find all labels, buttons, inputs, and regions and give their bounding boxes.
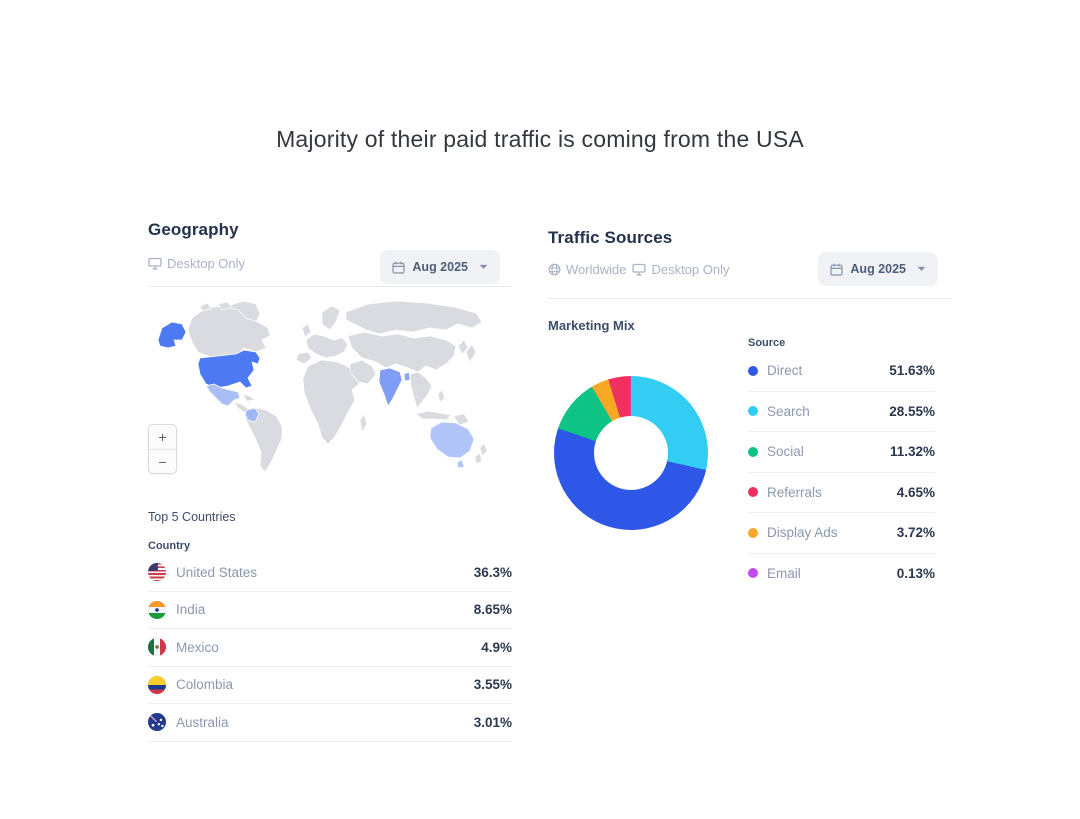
legend-value: 3.72% <box>896 525 935 541</box>
country-name: Mexico <box>176 639 219 655</box>
monitor-icon <box>632 263 647 276</box>
world-map-svg[interactable] <box>148 296 512 480</box>
legend-dot-display-ads <box>748 527 758 538</box>
legend-label: Direct <box>767 363 803 379</box>
source-column-header: Source <box>748 337 786 349</box>
country-name: Colombia <box>176 677 234 693</box>
legend-label: Email <box>767 565 801 581</box>
map-zoom-out-button[interactable]: − <box>149 449 176 473</box>
device-scope-label: Desktop Only <box>651 262 730 277</box>
legend-dot-search <box>748 406 758 417</box>
legend-label: Search <box>767 403 810 419</box>
flag-australia-icon <box>148 713 166 732</box>
worldwide-scope-label: Worldwide <box>566 262 627 277</box>
headline: Majority of their paid traffic is coming… <box>276 126 804 152</box>
monitor-icon <box>148 257 162 270</box>
flag-india-icon <box>148 600 166 619</box>
legend-dot-referrals <box>748 487 758 498</box>
map-country-mexico <box>205 383 241 407</box>
marketing-mix-donut[interactable] <box>554 376 708 530</box>
legend-value: 28.55% <box>889 403 935 419</box>
country-row-india: India 8.65% <box>148 592 512 629</box>
traffic-sources-header-divider <box>548 298 952 299</box>
geography-date-label: Aug 2025 <box>412 260 468 274</box>
legend-dot-direct <box>748 365 758 376</box>
country-name: India <box>176 602 206 618</box>
top-countries-title: Top 5 Countries <box>148 510 236 524</box>
calendar-icon <box>392 261 406 274</box>
map-country-united-states <box>197 349 261 389</box>
traffic-sources-date-selector[interactable]: Aug 2025 <box>818 252 938 286</box>
device-scope: Desktop Only <box>148 256 245 271</box>
map-country-tasmania <box>456 459 465 469</box>
traffic-sources-title: Traffic Sources <box>548 228 673 247</box>
device-scope-label: Desktop Only <box>167 256 246 271</box>
legend-row-display-ads: Display Ads 3.72% <box>748 513 935 554</box>
geography-date-selector[interactable]: Aug 2025 <box>380 250 500 284</box>
country-row-australia: Australia 3.01% <box>148 704 512 742</box>
calendar-icon <box>830 263 844 276</box>
country-name: United States <box>176 564 258 580</box>
map-country-australia <box>429 421 475 459</box>
country-share: 8.65% <box>473 602 512 618</box>
country-name: Australia <box>176 714 229 730</box>
flag-united-states-icon <box>148 563 166 582</box>
country-row-united-states: United States 36.3% <box>148 554 512 592</box>
legend-row-social: Social 11.32% <box>748 432 935 473</box>
worldwide-scope: Worldwide <box>548 262 626 277</box>
legend-row-email: Email 0.13% <box>748 554 935 594</box>
map-country-alaska <box>157 321 187 349</box>
country-row-mexico: Mexico 4.9% <box>148 629 512 667</box>
geography-header-divider <box>148 286 512 287</box>
legend-value: 0.13% <box>896 565 935 581</box>
legend-row-referrals: Referrals 4.65% <box>748 473 935 513</box>
legend-value: 4.65% <box>896 484 935 500</box>
legend-label: Display Ads <box>767 525 838 541</box>
geography-scope: Desktop Only <box>148 256 245 271</box>
map-country-india <box>378 367 403 407</box>
traffic-sources-panel: Traffic Sources Worldwide Desktop Only A… <box>548 218 952 638</box>
chevron-down-icon <box>917 266 926 272</box>
legend-label: Referrals <box>767 484 822 500</box>
legend-dot-social <box>748 446 758 457</box>
map-country-bangladesh <box>403 371 411 382</box>
country-share: 36.3% <box>473 564 512 580</box>
geography-panel: Geography Desktop Only Aug 2025 <box>148 218 512 758</box>
map-zoom-in-button[interactable]: + <box>149 425 176 449</box>
country-column-header: Country <box>148 540 191 552</box>
legend-row-search: Search 28.55% <box>748 392 935 432</box>
legend-value: 51.63% <box>889 363 935 379</box>
map-zoom-controls: + − <box>148 424 177 474</box>
top-countries-table: United States 36.3% India 8.65% Mexico 4… <box>148 554 512 742</box>
legend-value: 11.32% <box>889 444 935 460</box>
map-country-colombia <box>244 407 260 423</box>
country-share: 4.9% <box>481 639 512 655</box>
legend-dot-email <box>748 568 758 579</box>
globe-icon <box>548 263 561 276</box>
country-row-colombia: Colombia 3.55% <box>148 667 512 704</box>
marketing-mix-title: Marketing Mix <box>548 318 635 333</box>
country-share: 3.55% <box>473 677 512 693</box>
flag-colombia-icon <box>148 675 166 694</box>
geography-title: Geography <box>148 220 239 239</box>
marketing-mix-legend: Source Direct 51.63% Search 28.55% Socia… <box>748 337 935 593</box>
traffic-sources-date-label: Aug 2025 <box>850 262 906 276</box>
flag-mexico-icon <box>148 638 166 657</box>
world-map[interactable]: + − <box>148 296 512 480</box>
legend-row-direct: Direct 51.63% <box>748 351 935 392</box>
country-share: 3.01% <box>473 714 512 730</box>
chevron-down-icon <box>479 264 488 270</box>
legend-label: Social <box>767 444 804 460</box>
device-scope: Desktop Only <box>632 262 730 277</box>
traffic-sources-scope: Worldwide Desktop Only <box>548 262 730 277</box>
